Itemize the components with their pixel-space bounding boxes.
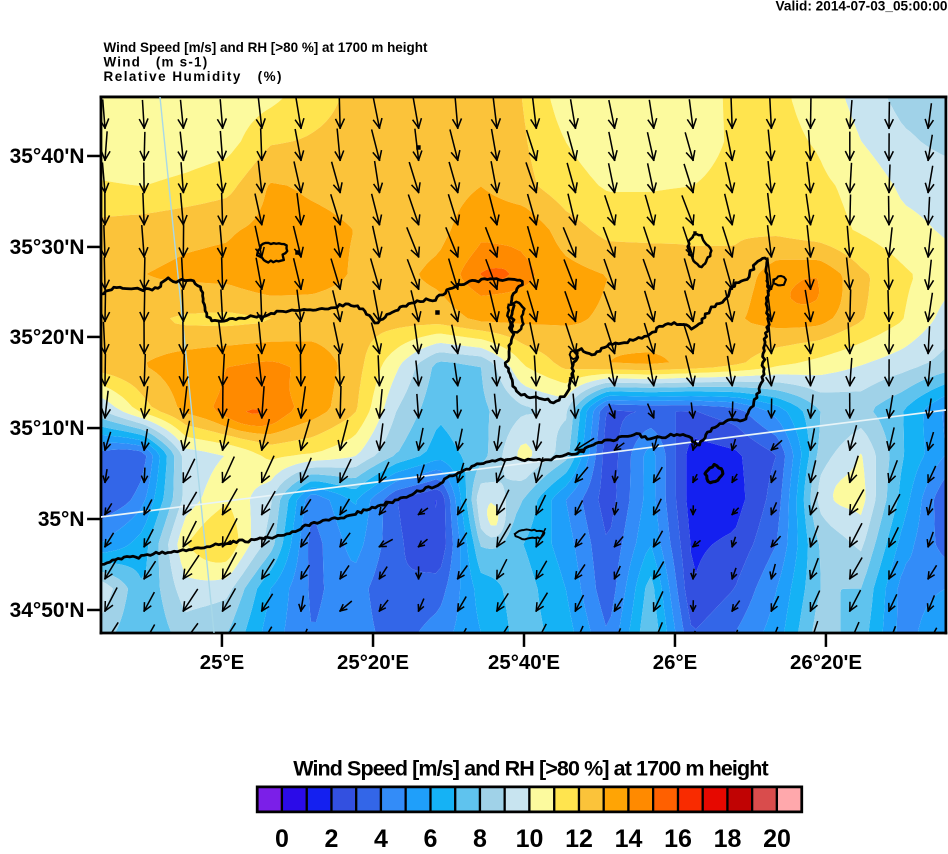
svg-text:20: 20 (763, 825, 791, 853)
svg-text:16: 16 (664, 825, 692, 853)
svg-text:0: 0 (275, 825, 289, 853)
svg-text:26°20'E: 26°20'E (790, 652, 862, 674)
svg-text:4: 4 (374, 825, 388, 853)
svg-text:Relative Humidity (%): Relative Humidity (%) (104, 69, 284, 84)
svg-text:35°20'N: 35°20'N (10, 326, 85, 349)
svg-text:18: 18 (714, 825, 742, 853)
svg-text:26°E: 26°E (653, 652, 697, 674)
svg-text:34°50'N: 34°50'N (10, 599, 85, 622)
svg-text:6: 6 (424, 825, 438, 853)
svg-text:8: 8 (473, 825, 487, 853)
svg-text:12: 12 (565, 825, 593, 853)
svg-text:35°N: 35°N (38, 508, 85, 531)
svg-text:35°40'N: 35°40'N (10, 145, 85, 168)
svg-text:2: 2 (325, 825, 339, 853)
svg-text:25°E: 25°E (200, 652, 244, 674)
svg-text:Wind Speed [m/s] and RH [>80 %: Wind Speed [m/s] and RH [>80 %] at 1700 … (104, 40, 428, 55)
svg-text:10: 10 (516, 825, 544, 853)
svg-text:25°40'E: 25°40'E (488, 652, 560, 674)
svg-text:Wind (m s-1): Wind (m s-1) (104, 55, 209, 70)
svg-text:Wind Speed [m/s] and RH [>80 %: Wind Speed [m/s] and RH [>80 %] at 1700 … (293, 757, 768, 781)
svg-text:14: 14 (615, 825, 643, 853)
svg-text:35°30'N: 35°30'N (10, 236, 85, 259)
svg-text:35°10'N: 35°10'N (10, 417, 85, 440)
svg-text:25°20'E: 25°20'E (337, 652, 409, 674)
svg-text:Valid: 2014-07-03_05:00:00: Valid: 2014-07-03_05:00:00 (776, 0, 948, 14)
